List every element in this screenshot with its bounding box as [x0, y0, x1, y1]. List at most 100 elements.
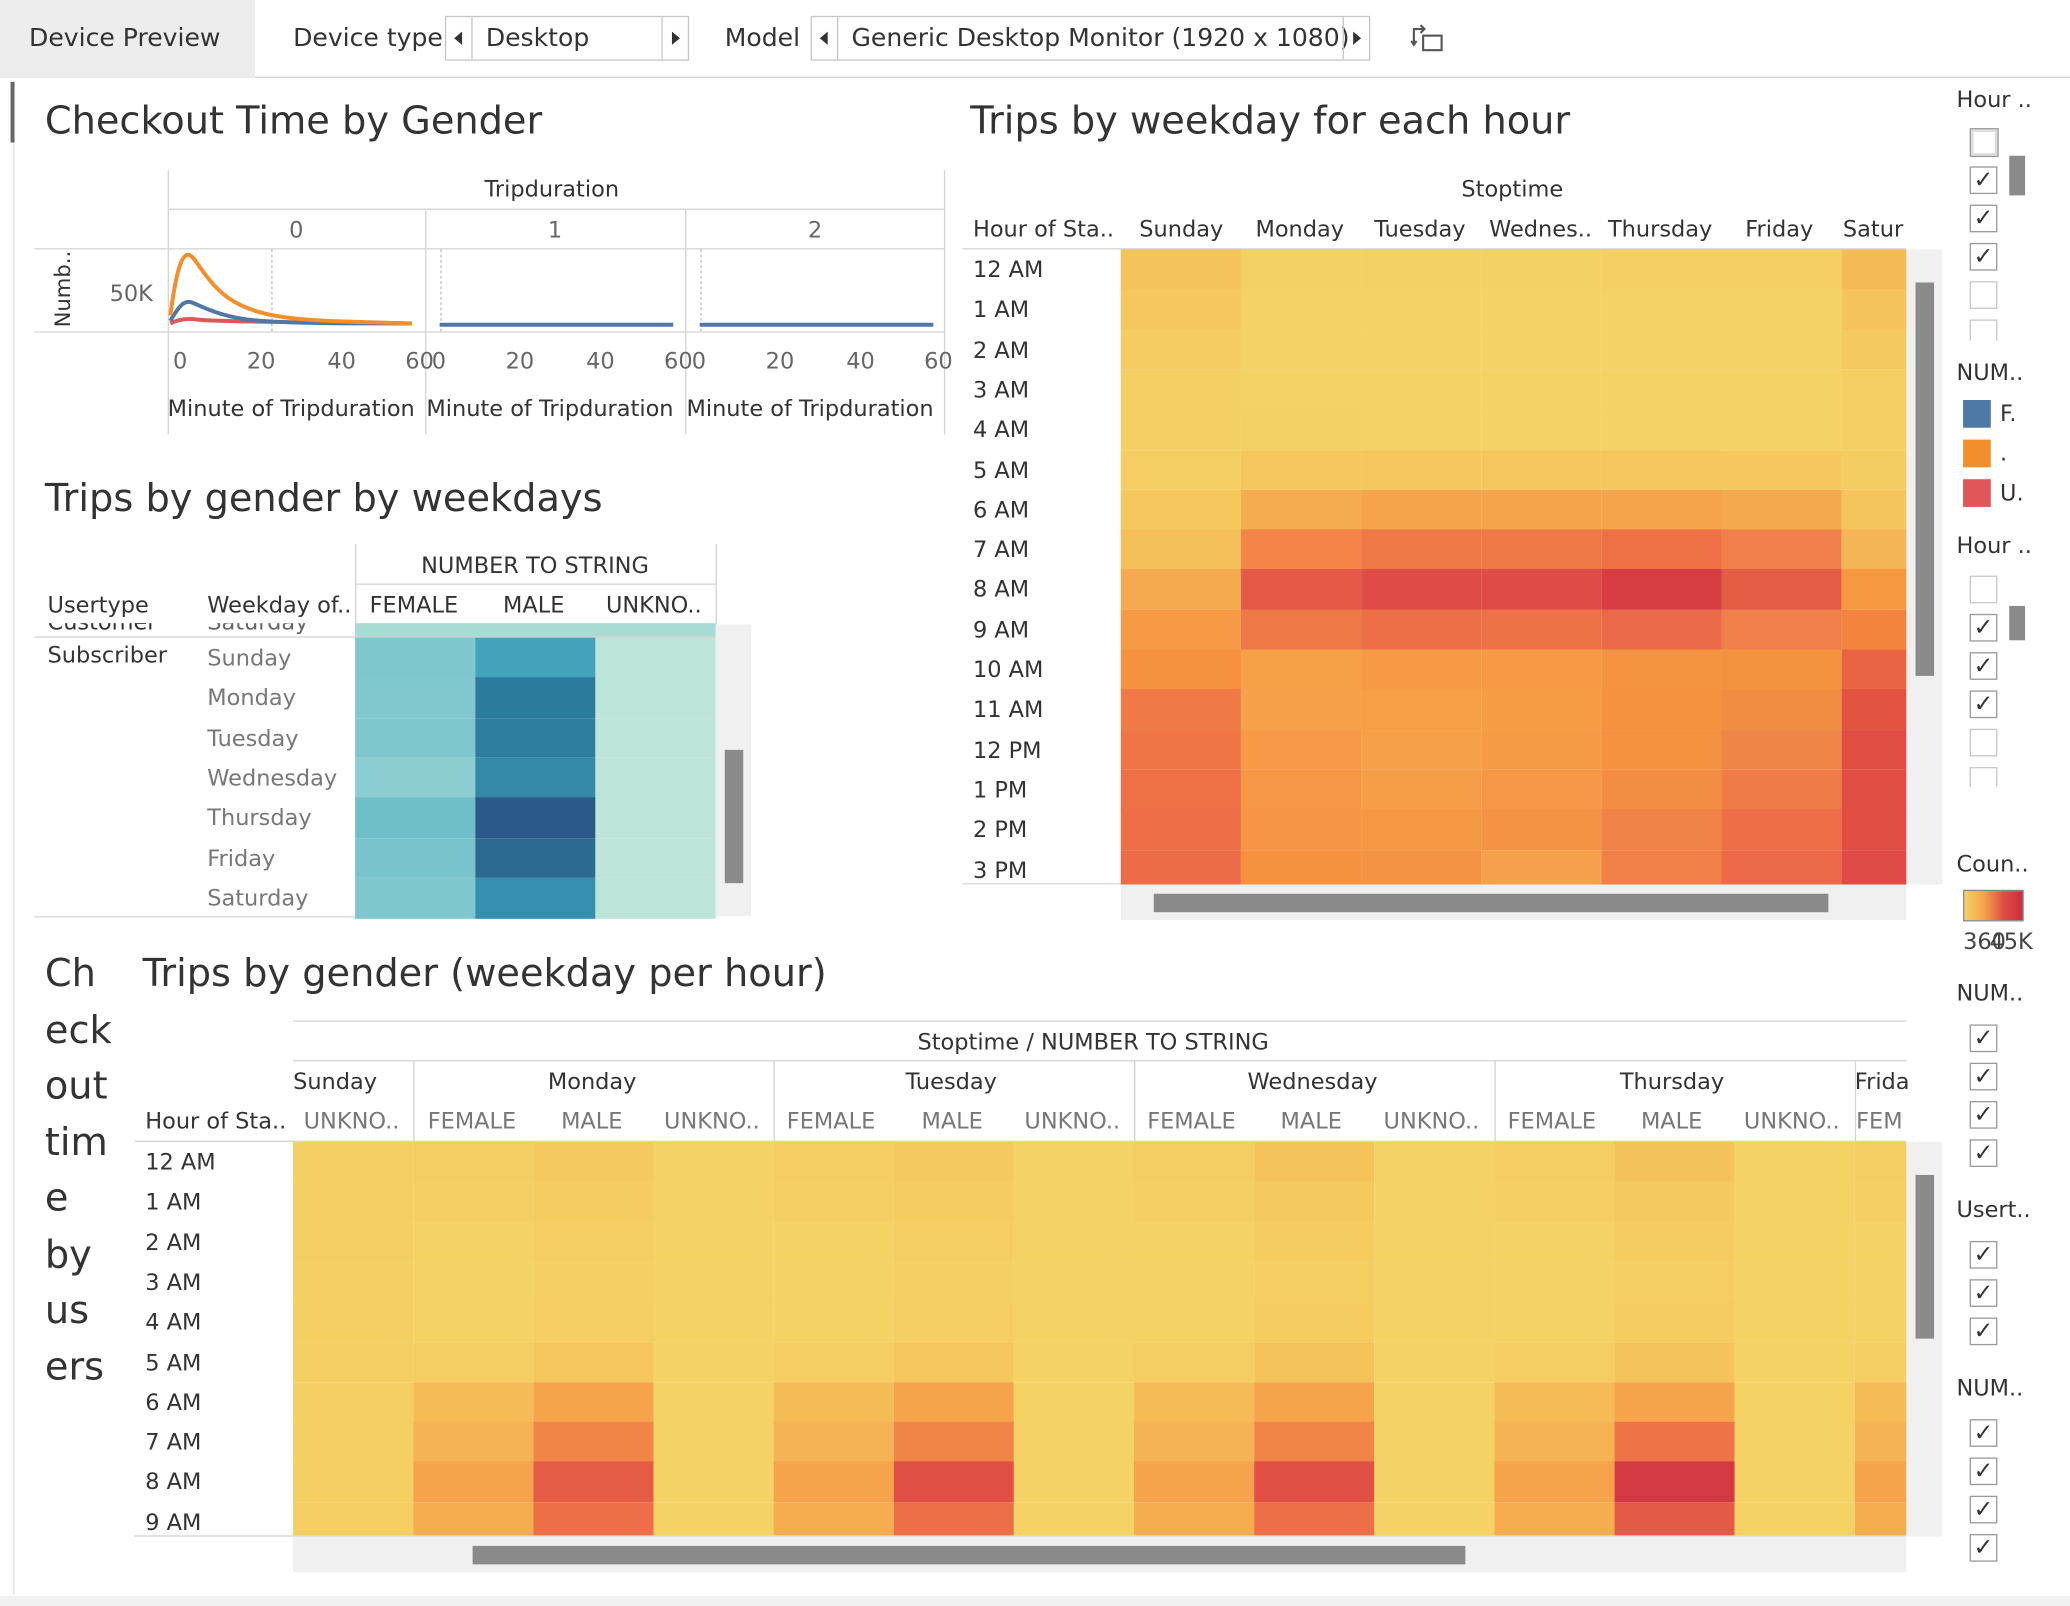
heatmap-cell[interactable] [595, 757, 716, 799]
heatmap-cell[interactable] [1721, 449, 1842, 491]
heatmap-cell[interactable] [355, 837, 476, 879]
heatmap-cell[interactable] [1254, 1301, 1375, 1343]
heatmap-cell[interactable] [595, 837, 716, 879]
heatmap-cell[interactable] [893, 1461, 1014, 1503]
heatmap-cell[interactable] [653, 1341, 774, 1383]
heatmap-cell[interactable] [293, 1301, 414, 1343]
heatmap-cell[interactable] [1481, 729, 1602, 771]
heatmap-cell[interactable] [773, 1461, 894, 1503]
checkbox[interactable]: ✓ [1969, 1240, 1998, 1269]
heatmap-cell[interactable] [1361, 329, 1482, 371]
heatmap-cell[interactable] [1120, 809, 1241, 851]
gh-hscroll-track[interactable] [293, 1536, 1907, 1573]
heatmap-cell[interactable] [773, 1421, 894, 1463]
heatmap-cell[interactable] [1601, 809, 1722, 851]
heatmap-cell[interactable] [1374, 1421, 1495, 1463]
heatmap-cell[interactable] [1614, 1221, 1735, 1263]
checkbox[interactable]: ✓ [1969, 204, 1998, 233]
heatmap-cell[interactable] [1601, 609, 1722, 651]
heatmap-cell[interactable] [1841, 489, 1907, 531]
heatmap-cell[interactable] [773, 1501, 894, 1536]
heatmap-cell[interactable] [1120, 849, 1241, 885]
heatmap-cell[interactable] [1134, 1221, 1255, 1263]
heatmap-cell[interactable] [1361, 569, 1482, 611]
heatmap-cell[interactable] [1734, 1261, 1855, 1303]
heatmap-cell[interactable] [533, 1501, 654, 1536]
heatmap-cell[interactable] [1601, 249, 1722, 291]
heatmap-cell[interactable] [1601, 369, 1722, 411]
heatmap-cell[interactable] [1374, 1181, 1495, 1223]
heatmap-cell[interactable] [1361, 689, 1482, 731]
heatmap-cell[interactable] [1721, 689, 1842, 731]
gw-scrollbar-track[interactable] [715, 624, 752, 917]
checkbox[interactable]: ✓ [1969, 1062, 1998, 1091]
heatmap-cell[interactable] [1374, 1461, 1495, 1503]
heatmap-cell[interactable] [475, 797, 596, 839]
heatmap-cell[interactable] [1013, 1501, 1135, 1536]
heatmap-cell[interactable] [893, 1501, 1014, 1536]
heatmap-cell[interactable] [1240, 489, 1362, 531]
heatmap-cell[interactable] [1854, 1381, 1907, 1423]
gh-vscroll-track[interactable] [1906, 1141, 1942, 1537]
heatmap-cell[interactable] [1120, 689, 1241, 731]
heatmap-cell[interactable] [653, 1501, 774, 1536]
heatmap-cell[interactable] [1481, 649, 1602, 691]
heatmap-cell[interactable] [293, 1141, 414, 1183]
heatmap-cell[interactable] [1240, 769, 1362, 811]
heatmap-cell[interactable] [1361, 609, 1482, 651]
heatmap-cell[interactable] [1721, 609, 1842, 651]
heatmap-cell[interactable] [1013, 1421, 1135, 1463]
heatmap-cell[interactable] [1601, 729, 1722, 771]
heatmap-cell[interactable] [1494, 1221, 1615, 1263]
heatmap-cell[interactable] [1841, 289, 1907, 331]
heatmap-cell[interactable] [773, 1261, 894, 1303]
heatmap-cell[interactable] [1494, 1301, 1615, 1343]
heatmap-cell[interactable] [1134, 1421, 1255, 1463]
heatmap-cell[interactable] [1120, 369, 1241, 411]
heatmap-cell[interactable] [1374, 1261, 1495, 1303]
heatmap-cell[interactable] [1614, 1421, 1735, 1463]
heatmap-cell[interactable] [1374, 1381, 1495, 1423]
heatmap-cell[interactable] [1361, 449, 1482, 491]
heatmap-cell[interactable] [1481, 769, 1602, 811]
heatmap-cell[interactable] [595, 797, 716, 839]
heatmap-cell[interactable] [595, 637, 716, 679]
heatmap-cell[interactable] [1361, 529, 1482, 571]
heatmap-cell[interactable] [1854, 1461, 1907, 1503]
heatmap-cell[interactable] [1841, 409, 1907, 451]
heatmap-cell[interactable] [1734, 1141, 1855, 1183]
heatmap-cell[interactable] [1481, 409, 1602, 451]
heatmap-cell[interactable] [413, 1301, 534, 1343]
heatmap-cell[interactable] [1614, 1181, 1735, 1223]
heatmap-cell[interactable] [1854, 1181, 1907, 1223]
heatmap-cell[interactable] [1374, 1501, 1495, 1536]
heatmap-cell[interactable] [1614, 1501, 1735, 1536]
heatmap-cell[interactable] [1601, 409, 1722, 451]
heatmap-cell[interactable] [1481, 689, 1602, 731]
heatmap-cell[interactable] [1120, 769, 1241, 811]
heatmap-cell[interactable] [1361, 649, 1482, 691]
heatmap-cell[interactable] [1841, 769, 1907, 811]
heatmap-cell[interactable] [293, 1501, 414, 1536]
heatmap-cell[interactable] [293, 1421, 414, 1463]
heatmap-cell[interactable] [1601, 769, 1722, 811]
heatmap-cell[interactable] [1734, 1221, 1855, 1263]
heatmap-cell[interactable] [653, 1141, 774, 1183]
heatmap-cell[interactable] [293, 1181, 414, 1223]
checkbox[interactable]: ✓ [1969, 1317, 1998, 1346]
checkbox[interactable]: ✓ [1969, 1024, 1998, 1053]
gh-hscroll-thumb[interactable] [472, 1545, 1466, 1565]
heatmap-cell[interactable] [1841, 369, 1907, 411]
heatmap-cell[interactable] [1013, 1261, 1135, 1303]
heatmap-cell[interactable] [1854, 1261, 1907, 1303]
heatmap-cell[interactable] [1721, 569, 1842, 611]
checkbox[interactable]: ✓ [1969, 166, 1998, 195]
heatmap-cell[interactable] [1841, 609, 1907, 651]
model-select[interactable]: Generic Desktop Monitor (1920 x 1080) [810, 15, 1371, 61]
heatmap-cell[interactable] [1240, 849, 1362, 885]
heatmap-cell[interactable] [1240, 809, 1362, 851]
heatmap-cell[interactable] [475, 717, 596, 759]
wh-hscroll-thumb[interactable] [1153, 893, 1829, 913]
heatmap-cell[interactable] [893, 1181, 1014, 1223]
heatmap-cell[interactable] [1481, 609, 1602, 651]
